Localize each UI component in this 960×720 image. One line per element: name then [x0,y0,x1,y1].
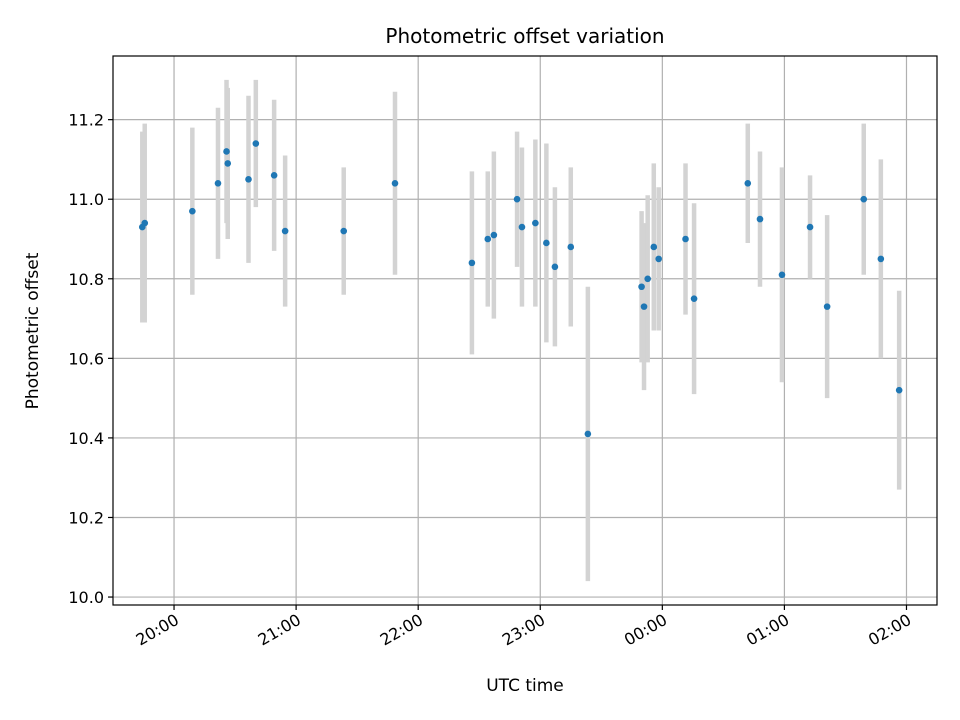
y-tick-label: 10.6 [68,349,104,368]
x-axis-label: UTC time [486,676,564,696]
y-axis-ticks: 10.0 10.2 10.4 10.6 10.8 11.0 11.2 [68,111,113,607]
chart-title: Photometric offset variation [385,24,664,48]
data-point [640,303,648,310]
y-tick-label: 10.4 [68,429,104,448]
data-point [245,176,252,183]
data-point [340,227,348,235]
y-axis-label: Photometric offset [23,252,43,409]
data-point [270,172,278,179]
data-point [532,219,539,227]
data-point [391,180,399,187]
data-point [484,235,492,243]
data-point [189,207,196,215]
data-point [252,140,260,147]
data-point [644,275,651,283]
y-tick-label: 10.0 [68,588,104,607]
data-point [468,259,476,267]
data-point [877,255,885,263]
data-point [141,219,149,227]
data-point [690,295,698,302]
y-tick-label: 10.8 [68,270,104,289]
data-point [567,243,575,251]
data-point [551,263,559,271]
y-tick-label: 11.0 [68,190,104,209]
data-point [490,231,498,239]
y-tick-label: 11.2 [68,111,104,130]
data-point [806,223,814,231]
data-point [895,386,903,394]
data-point [638,283,645,291]
data-point [281,227,289,235]
data-point [756,215,764,223]
data-point [543,239,550,247]
data-point [518,223,526,231]
data-point [650,243,658,251]
data-point [584,430,592,438]
data-point [214,180,222,187]
y-tick-label: 10.2 [68,508,104,527]
data-point [744,180,752,187]
grid [113,56,937,605]
plot-frame [112,55,938,606]
data-point [860,195,868,203]
data-points [138,140,903,438]
data-point [778,271,786,279]
data-point [224,160,232,167]
data-point [223,148,230,155]
data-point [682,235,689,243]
data-point [823,303,831,310]
data-point [513,195,521,203]
data-point [655,255,662,263]
